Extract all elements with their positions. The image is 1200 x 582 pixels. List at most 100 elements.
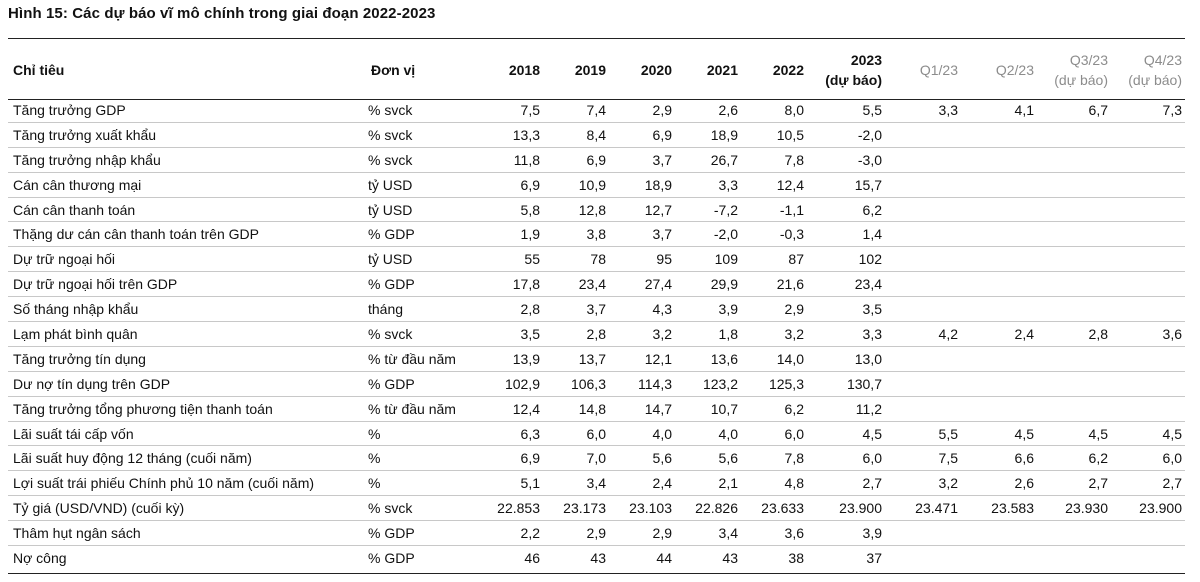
col-header-q2: Q2/23: [995, 61, 1034, 78]
value-cell: [961, 246, 1037, 273]
value-cell: 21,6: [741, 271, 807, 298]
col-header-2018: 2018: [508, 61, 540, 78]
value-cell: -1,1: [741, 197, 807, 223]
row-unit: tháng: [366, 296, 470, 323]
value-cell: [1111, 172, 1185, 198]
value-cell: 3,7: [543, 296, 609, 323]
value-cell: 7,5: [470, 98, 543, 123]
value-cell: [961, 296, 1037, 323]
table-row: Tăng trưởng GDP% svck 7,5 7,4 2,9 2,6 8,0 5,5 3…: [8, 98, 1185, 123]
macro-forecast-table: Chỉ tiêu Đơn vị 2018 2019 2020 2021 2022…: [8, 41, 1185, 570]
value-cell: 5,5: [807, 98, 885, 123]
value-cell: 11,2: [807, 396, 885, 422]
row-unit: %: [366, 421, 470, 447]
value-cell: 3,6: [741, 520, 807, 547]
value-cell: 23.900: [1111, 495, 1185, 522]
value-cell: 2,9: [609, 98, 675, 123]
value-cell: 10,7: [675, 396, 741, 422]
value-cell: 4,5: [807, 421, 885, 447]
value-cell: 8,0: [741, 98, 807, 123]
table-row: Lợi suất trái phiếu Chính phủ 10 năm (cu…: [8, 470, 1185, 497]
value-cell: 23.583: [961, 495, 1037, 522]
bottom-rule: [8, 573, 1185, 574]
value-cell: 3,9: [807, 520, 885, 547]
table-row: Tăng trưởng tổng phương tiện thanh toán%…: [8, 396, 1185, 422]
value-cell: 6,9: [470, 172, 543, 198]
table-row: Tăng trưởng tín dụng% từ đầu năm 13,9 13,7…: [8, 346, 1185, 372]
value-cell: 3,9: [675, 296, 741, 323]
value-cell: 78: [543, 246, 609, 273]
value-cell: 4,8: [741, 470, 807, 497]
col-header-indicator: Chỉ tiêu: [13, 61, 65, 78]
value-cell: 87: [741, 246, 807, 273]
value-cell: 13,9: [470, 346, 543, 372]
value-cell: 13,7: [543, 346, 609, 372]
value-cell: 4,5: [961, 421, 1037, 447]
value-cell: 2,6: [675, 98, 741, 123]
row-label: Thặng dư cán cân thanh toán trên GDP: [8, 221, 366, 248]
value-cell: 23.900: [807, 495, 885, 522]
value-cell: 7,5: [885, 445, 961, 472]
value-cell: 8,4: [543, 122, 609, 148]
value-cell: [885, 172, 961, 198]
value-cell: 10,5: [741, 122, 807, 148]
value-cell: 7,0: [543, 445, 609, 472]
value-cell: [1037, 271, 1111, 298]
value-cell: 106,3: [543, 371, 609, 397]
value-cell: 23.633: [741, 495, 807, 522]
value-cell: 2,2: [470, 520, 543, 547]
table-row: Dư nợ tín dụng trên GDP% GDP 102,9 106,3 11…: [8, 371, 1185, 397]
value-cell: [1111, 147, 1185, 173]
value-cell: 3,7: [609, 221, 675, 248]
value-cell: 3,3: [885, 98, 961, 123]
row-unit: % GDP: [366, 371, 470, 397]
value-cell: [1037, 546, 1111, 570]
value-cell: [961, 197, 1037, 223]
value-cell: 3,5: [807, 296, 885, 323]
row-unit: % GDP: [368, 549, 415, 566]
value-cell: 22.853: [470, 495, 543, 522]
row-label: Thâm hụt ngân sách: [8, 520, 366, 547]
table-row: Lãi suất tái cấp vốn% 6,3 6,0 4,0 4,0 6,0 4,5 5…: [8, 421, 1185, 447]
value-cell: [885, 371, 961, 397]
value-cell: [885, 271, 961, 298]
value-cell: 38: [788, 549, 804, 566]
value-cell: [1037, 520, 1111, 547]
value-cell: 46: [524, 549, 540, 566]
value-cell: [961, 346, 1037, 372]
value-cell: 2,8: [1037, 321, 1111, 347]
row-unit: % từ đầu năm: [366, 346, 470, 372]
value-cell: 6,0: [1111, 445, 1185, 472]
value-cell: 3,8: [543, 221, 609, 248]
value-cell: 6,0: [543, 421, 609, 447]
col-header-2021: 2021: [706, 61, 738, 78]
value-cell: [961, 122, 1037, 148]
value-cell: 4,0: [609, 421, 675, 447]
value-cell: 5,5: [885, 421, 961, 447]
row-label: Lãi suất tái cấp vốn: [8, 421, 366, 447]
row-unit: tỷ USD: [366, 197, 470, 223]
value-cell: [1111, 122, 1185, 148]
value-cell: 27,4: [609, 271, 675, 298]
col-header-2019: 2019: [574, 61, 606, 78]
table-row: Tỷ giá (USD/VND) (cuối kỳ)% svck 22.853 23…: [8, 495, 1185, 522]
value-cell: 14,0: [741, 346, 807, 372]
value-cell: 11,8: [470, 147, 543, 173]
table-row: Nợ công % GDP 46 43 44 43 38 37: [8, 546, 1185, 570]
value-cell: 6,0: [807, 445, 885, 472]
value-cell: [961, 520, 1037, 547]
value-cell: 5,6: [675, 445, 741, 472]
col-header-q4-label: Q4/23: [1143, 51, 1182, 68]
value-cell: [1037, 147, 1111, 173]
table-row: Dự trữ ngoại hối tỷ USD 55 78 95 109 87 102: [8, 246, 1185, 273]
col-header-2023: 2023 (dự báo): [807, 41, 885, 98]
value-cell: 95: [609, 246, 675, 273]
value-cell: [1111, 396, 1185, 422]
value-cell: 18,9: [675, 122, 741, 148]
row-label: Lãi suất huy động 12 tháng (cuối năm): [8, 445, 366, 472]
value-cell: 6,9: [470, 445, 543, 472]
table-row: Cán cân thương mại tỷ USD 6,9 10,9 18,9 3,3 12…: [8, 172, 1185, 198]
value-cell: 26,7: [675, 147, 741, 173]
row-unit: tỷ USD: [366, 246, 470, 273]
value-cell: 6,9: [609, 122, 675, 148]
